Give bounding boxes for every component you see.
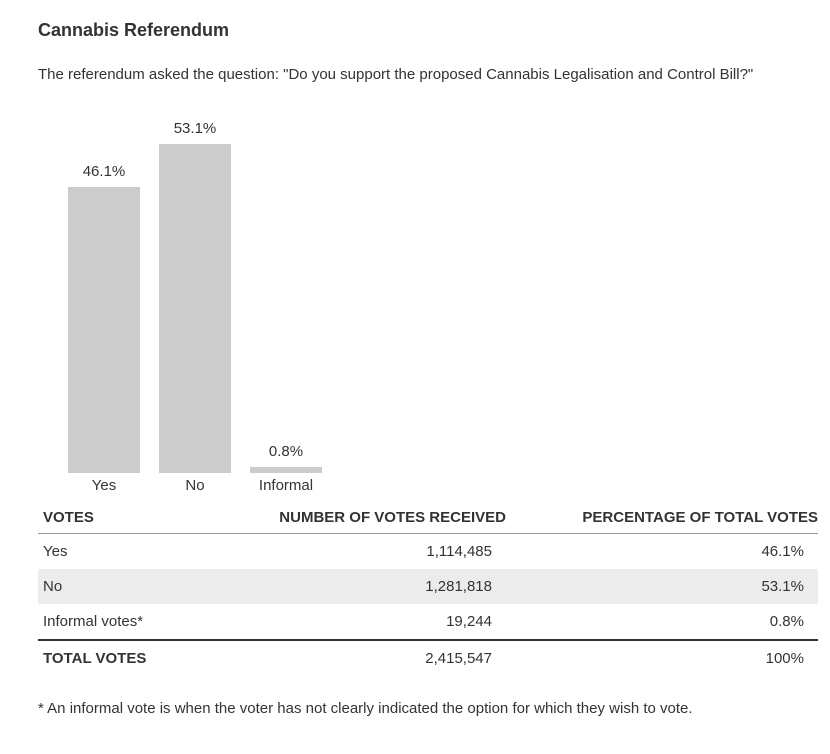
column-header-votes: VOTES [38, 503, 241, 534]
bar-group-informal: 0.8% Informal [250, 443, 322, 495]
results-table-footer: TOTAL VOTES 2,415,547 100% [38, 639, 818, 676]
percent-cell: 53.1% [505, 569, 818, 604]
page-title: Cannabis Referendum [38, 20, 230, 40]
total-percent-cell: 100% [505, 639, 818, 676]
bar-value-label: 0.8% [268, 443, 304, 460]
option-cell: No [38, 569, 241, 604]
referendum-question-text: The referendum asked the question: "Do y… [38, 66, 754, 83]
results-table: VOTES NUMBER OF VOTES RECEIVED PERCENTAG… [38, 503, 818, 676]
results-table-header: VOTES NUMBER OF VOTES RECEIVED PERCENTAG… [38, 503, 818, 534]
bar-informal [250, 467, 322, 473]
bar-yes [68, 187, 140, 473]
votes-received-cell: 19,244 [446, 613, 492, 630]
table-row: Informal votes* 19,244 0.8% [38, 604, 818, 640]
votes-received-cell: 1,281,818 [240, 569, 506, 604]
bar-category-label: Yes [91, 477, 117, 494]
total-label-cell: TOTAL VOTES [38, 639, 241, 676]
header-row: VOTES NUMBER OF VOTES RECEIVED PERCENTAG… [38, 503, 818, 534]
table-row: Yes 1,114,485 46.1% [38, 534, 818, 570]
bar-category-label: Informal [258, 477, 314, 494]
informal-vote-footnote: * An informal vote is when the voter has… [38, 700, 693, 717]
total-votes-cell: 2,415,547 [240, 639, 506, 676]
table-row: No 1,281,818 53.1% [38, 569, 818, 604]
bar-no [159, 144, 231, 473]
referendum-results-page: Cannabis Referendum The referendum asked… [38, 20, 818, 717]
percent-cell: 46.1% [761, 543, 804, 560]
bar-group-no: 53.1% No [159, 120, 231, 495]
option-cell: Informal votes* [43, 613, 144, 630]
bar-value-label: 53.1% [173, 120, 217, 137]
bar-category-label: No [185, 477, 205, 494]
percent-cell: 0.8% [769, 613, 804, 630]
column-header-percentage: PERCENTAGE OF TOTAL VOTES [505, 503, 818, 534]
option-cell: Yes [43, 543, 68, 560]
bar-chart: 46.1% Yes 53.1% No 0.8% Informal [68, 120, 818, 495]
results-table-body: Yes 1,114,485 46.1% No 1,281,818 53.1% Informa… [38, 534, 818, 641]
total-row: TOTAL VOTES 2,415,547 100% [38, 639, 818, 676]
bar-value-label: 46.1% [82, 163, 126, 180]
bar-group-yes: 46.1% Yes [68, 163, 140, 495]
votes-received-cell: 1,114,485 [426, 543, 492, 560]
column-header-number-of-votes: NUMBER OF VOTES RECEIVED [240, 503, 506, 534]
